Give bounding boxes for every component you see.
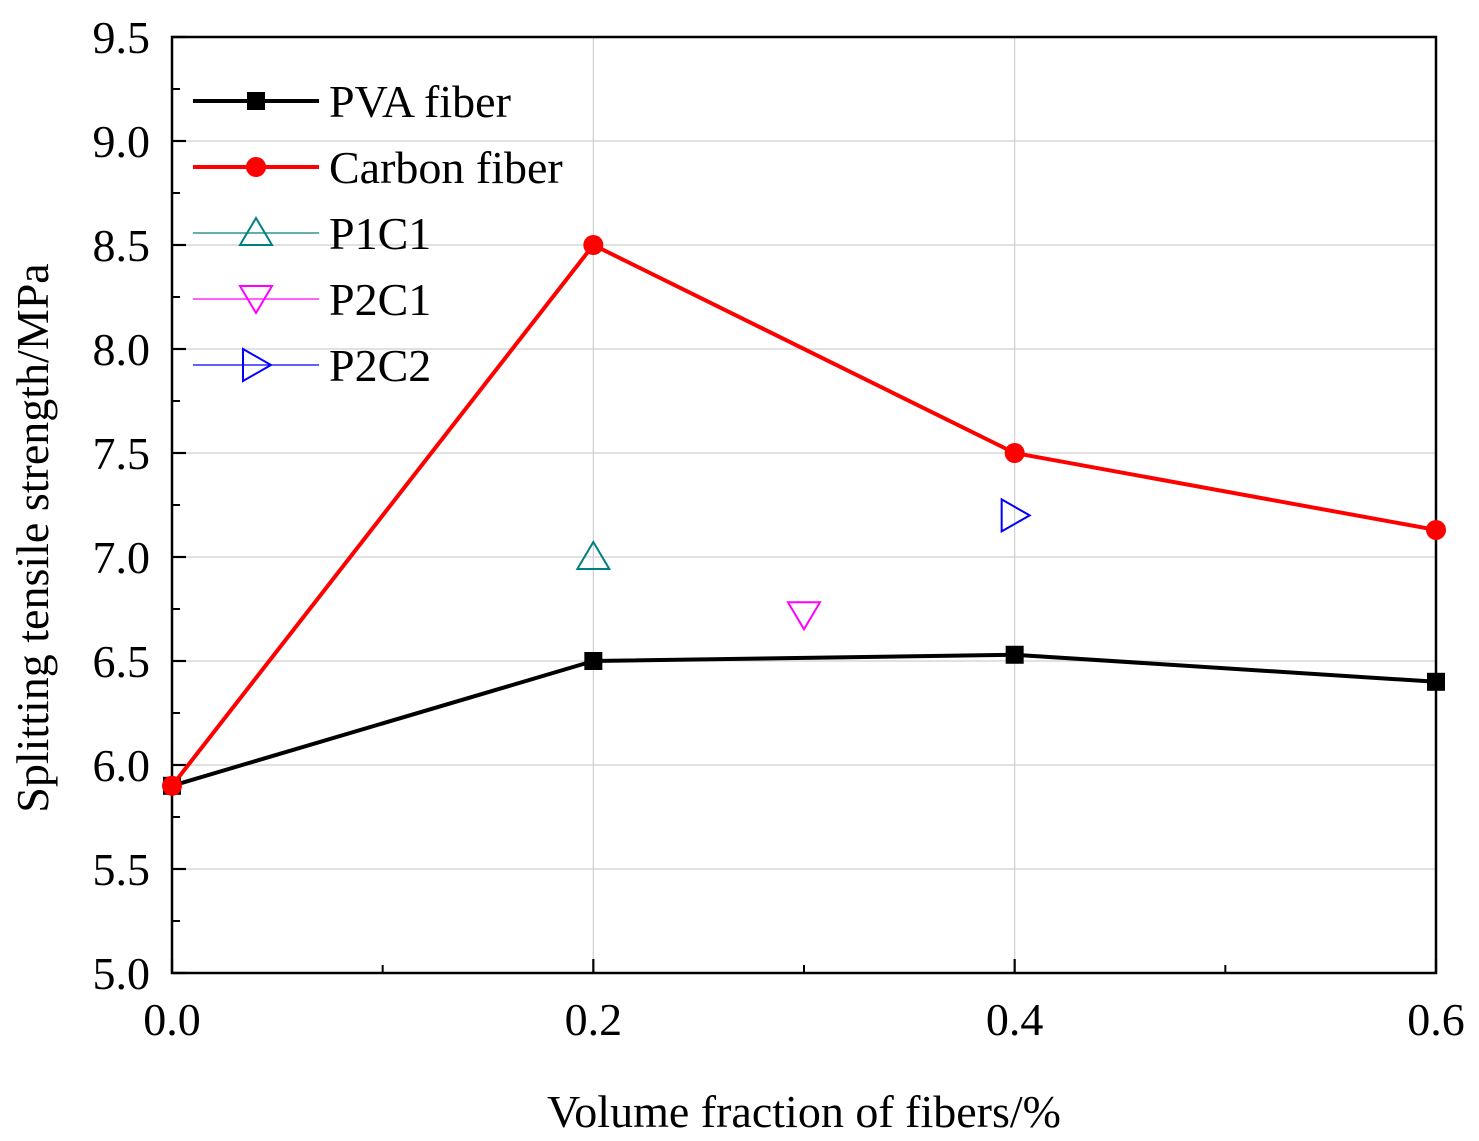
data-point bbox=[1427, 672, 1445, 691]
legend-label: Carbon fiber bbox=[329, 142, 563, 193]
y-tick-label: 9.5 bbox=[93, 12, 151, 63]
series-line bbox=[171, 652, 1437, 788]
data-point bbox=[1000, 497, 1032, 534]
legend-item: P2C2 bbox=[193, 340, 431, 391]
data-point bbox=[786, 601, 822, 632]
data-point bbox=[1005, 645, 1024, 664]
y-tick-label: 5.5 bbox=[93, 844, 151, 895]
axes: 5.0 5.5 6.0 6.5 7.0 7.5 8.0 8.5 9.0 9.5 0.0 0.2 0.4 0… bbox=[93, 12, 1465, 1045]
legend-label: P2C1 bbox=[329, 274, 431, 325]
data-point bbox=[584, 652, 603, 670]
y-tick-label: 7.5 bbox=[93, 428, 151, 479]
data-point bbox=[575, 540, 612, 570]
legend-item: P1C1 bbox=[193, 208, 431, 259]
legend-label: P2C2 bbox=[329, 340, 431, 391]
y-tick-label: 9.0 bbox=[93, 116, 151, 167]
legend-label: PVA fiber bbox=[329, 76, 511, 127]
legend-label: P1C1 bbox=[329, 208, 431, 259]
series-line bbox=[170, 243, 1437, 788]
series-p2c2 bbox=[1000, 497, 1032, 534]
legend: PVA fiber Carbon fiber P1C1 P2C1 P2C2 bbox=[193, 76, 563, 391]
series-layer bbox=[162, 235, 1446, 796]
legend-item: P2C1 bbox=[193, 274, 431, 325]
x-tick-label: 0.0 bbox=[143, 994, 201, 1045]
y-tick-label: 8.0 bbox=[93, 324, 151, 375]
series-p2c1 bbox=[786, 601, 822, 632]
series-pva-fiber bbox=[163, 645, 1445, 795]
y-axis-title: Splitting tensile strength/MPa bbox=[7, 263, 58, 812]
data-point bbox=[1004, 443, 1025, 463]
legend-marker bbox=[238, 216, 274, 246]
x-tick-label: 0.4 bbox=[986, 994, 1044, 1045]
y-tick-label: 6.0 bbox=[93, 740, 151, 791]
data-point bbox=[162, 775, 182, 796]
series-p1c1 bbox=[575, 540, 612, 570]
legend-marker bbox=[246, 157, 266, 177]
legend-marker bbox=[238, 285, 274, 315]
y-tick-label: 6.5 bbox=[93, 636, 151, 687]
legend-marker bbox=[242, 347, 274, 383]
legend-item: Carbon fiber bbox=[193, 142, 563, 193]
y-tick-label: 7.0 bbox=[93, 532, 151, 583]
x-tick-label: 0.6 bbox=[1407, 994, 1465, 1045]
legend-marker bbox=[247, 92, 265, 110]
y-tick-label: 5.0 bbox=[93, 948, 151, 999]
grid bbox=[172, 37, 1436, 973]
series-carbon-fiber bbox=[162, 235, 1446, 796]
data-point bbox=[583, 235, 604, 255]
x-axis-title: Volume fraction of fibers/% bbox=[547, 1086, 1061, 1137]
x-tick-label: 0.2 bbox=[565, 994, 623, 1045]
data-point bbox=[1426, 519, 1446, 540]
y-tick-label: 8.5 bbox=[93, 220, 151, 271]
legend-item: PVA fiber bbox=[193, 76, 511, 127]
